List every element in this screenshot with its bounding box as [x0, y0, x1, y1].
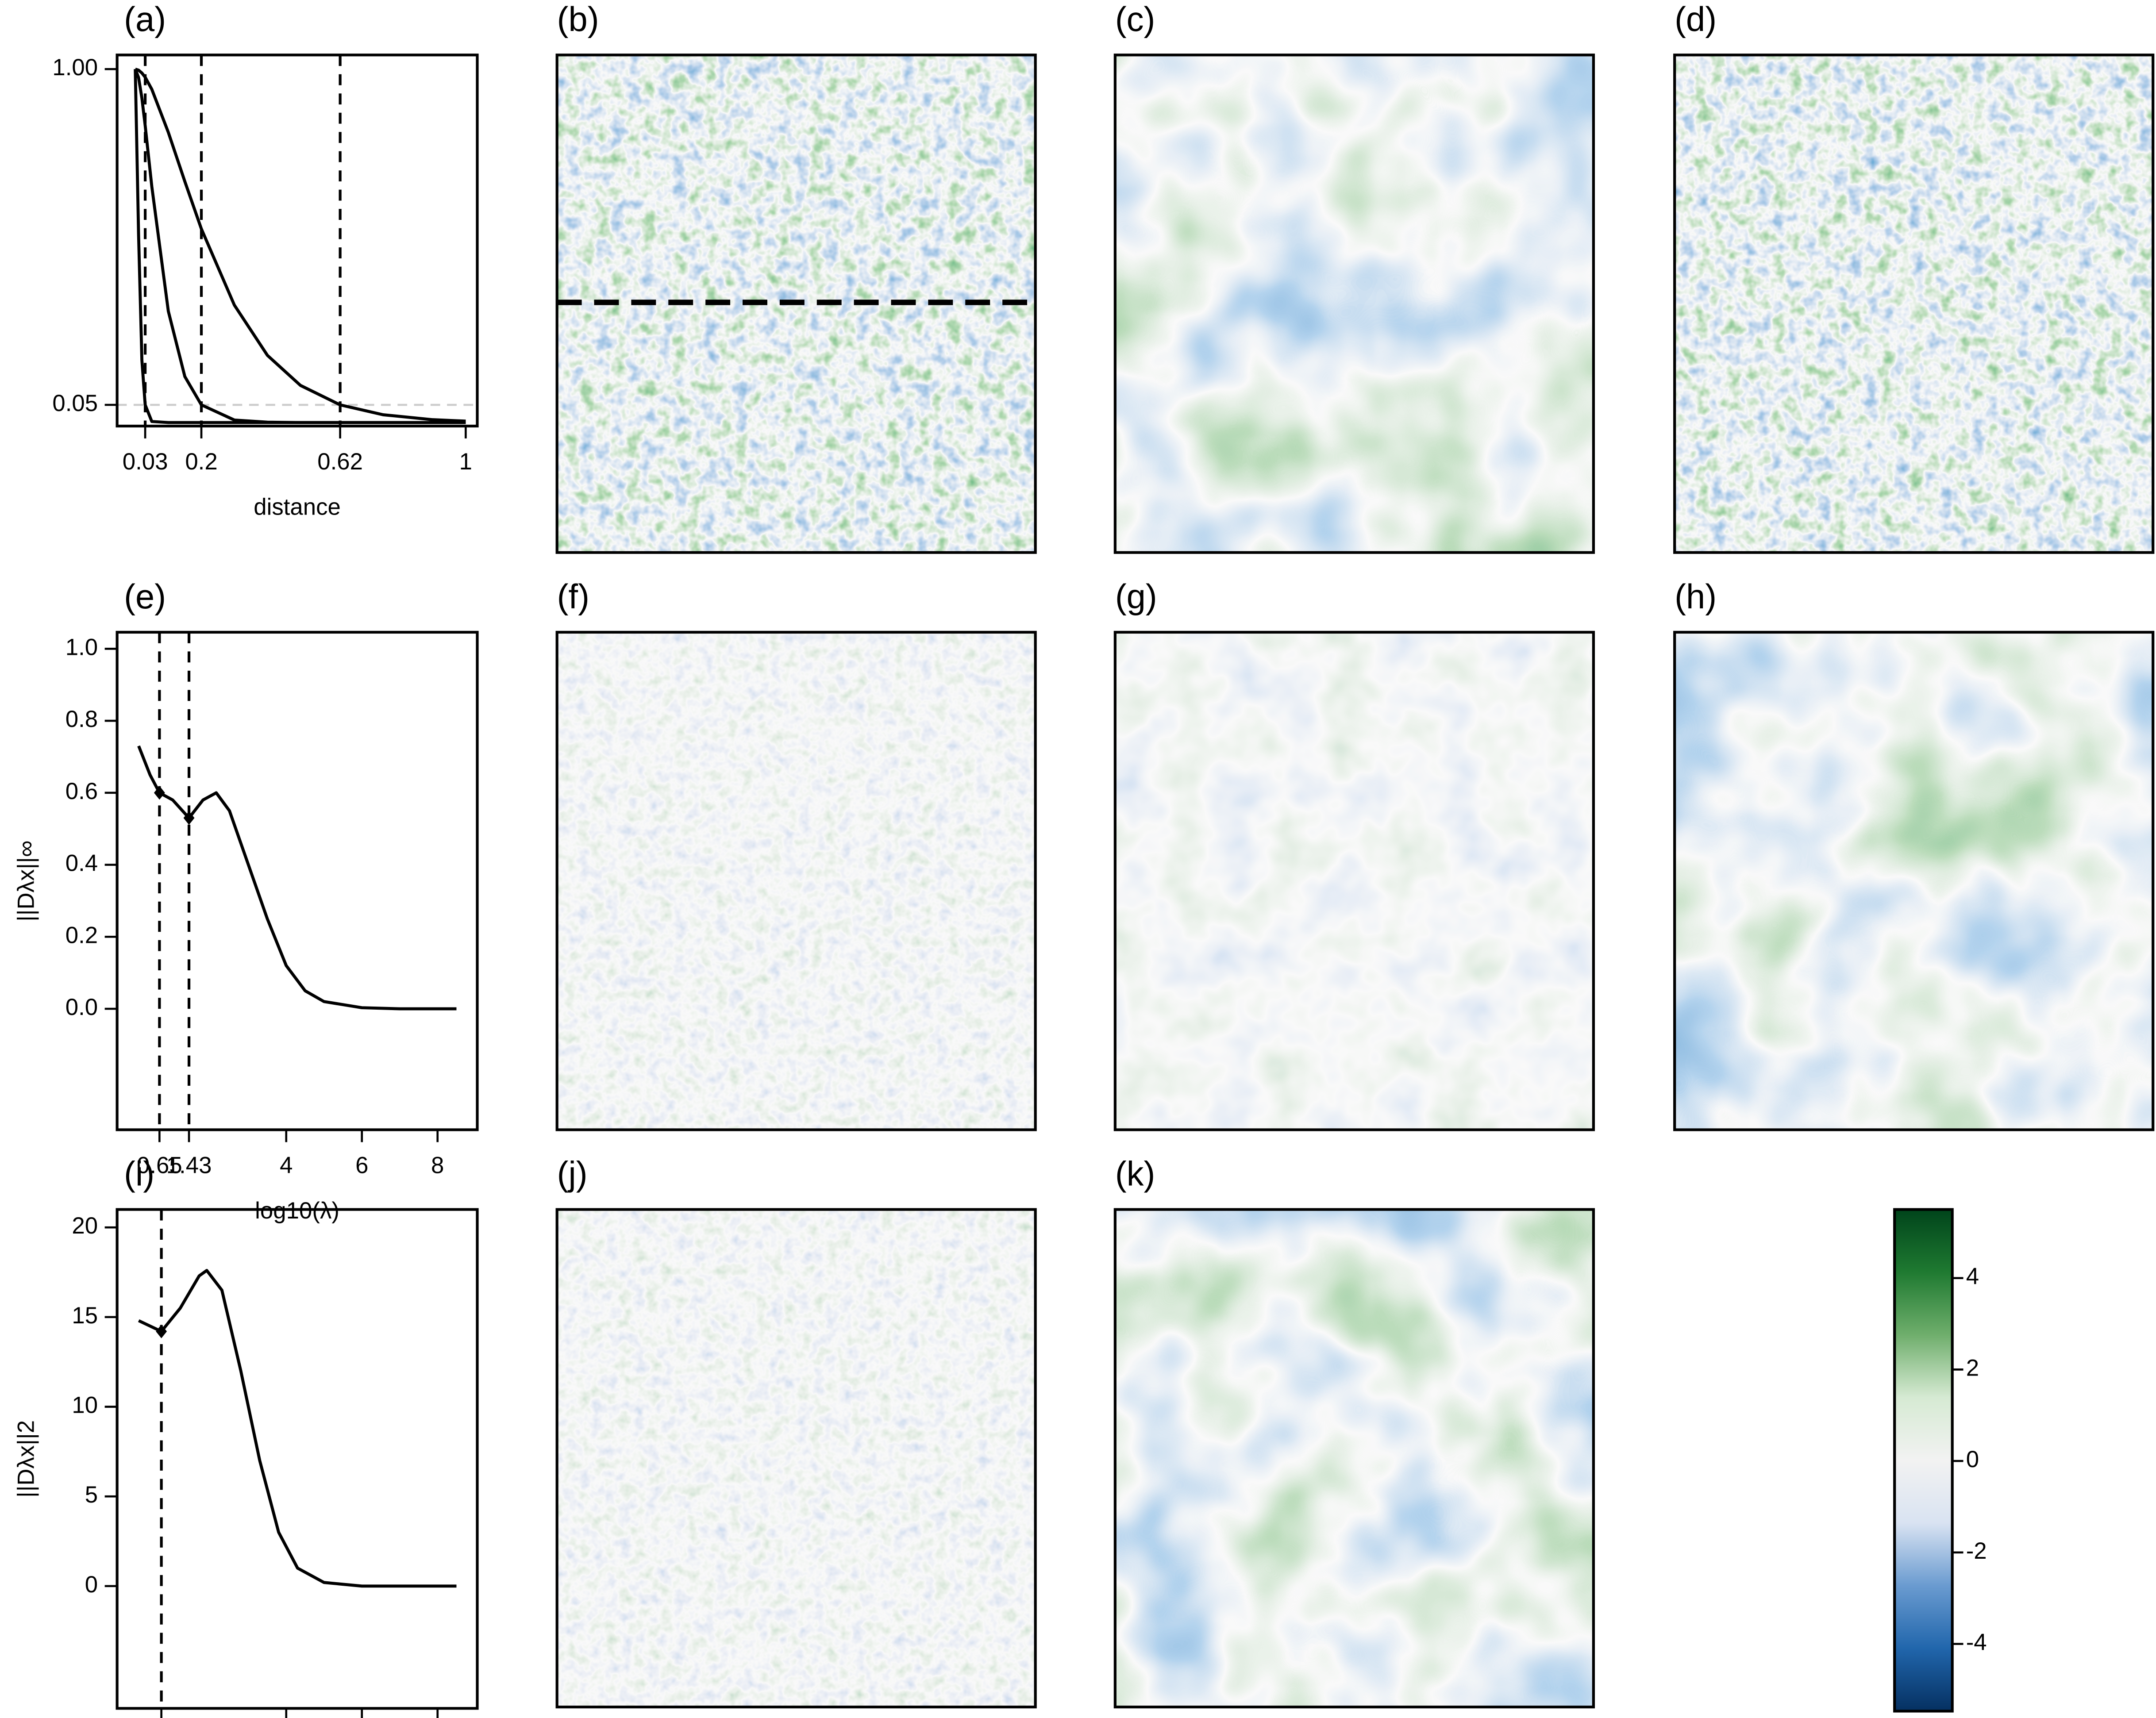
- heatmap-frame: [1113, 54, 1595, 554]
- heatmap-frame: [555, 1208, 1037, 1709]
- line-series: [137, 745, 457, 1011]
- x-tick-label: 0.65: [137, 1152, 182, 1178]
- heatmap: [1675, 55, 2153, 553]
- x-axis-label: distance: [254, 494, 341, 520]
- y-tick-label: 1.0: [65, 634, 98, 660]
- y-tick-label: 0.05: [52, 390, 98, 416]
- panel-label: (e): [124, 578, 166, 616]
- x-tick-label: 4: [280, 1152, 293, 1178]
- y-tick-label: 1.00: [52, 54, 98, 81]
- x-tick-label: 0.2: [185, 449, 217, 475]
- colorbar: [1893, 1208, 1954, 1713]
- panel-label: (c): [1115, 0, 1155, 38]
- heatmap: [1675, 632, 2153, 1130]
- x-tick-label: 1: [459, 449, 472, 475]
- heatmap: [557, 632, 1036, 1130]
- panel-label: (i): [124, 1155, 154, 1193]
- colorbar-tick-label: 4: [1966, 1264, 1979, 1290]
- plot-frame: [116, 630, 479, 1131]
- y-tick-label: 10: [72, 1392, 98, 1418]
- x-tick-label: 6: [355, 1152, 368, 1178]
- plot-frame: [116, 1208, 479, 1710]
- line-series: [134, 69, 466, 424]
- panel-label: (h): [1675, 578, 1717, 616]
- line-series: [138, 1269, 457, 1588]
- marker: [183, 811, 195, 825]
- heatmap-frame: [555, 630, 1037, 1131]
- heatmap: [1115, 55, 1594, 553]
- marker: [154, 786, 165, 800]
- x-tick-label: 8: [431, 1152, 444, 1178]
- heatmap: [1115, 632, 1594, 1130]
- y-tick-label: 5: [85, 1482, 98, 1508]
- heatmap-frame: [1113, 1208, 1595, 1709]
- panel-label: (f): [557, 578, 589, 616]
- plot-frame: [116, 54, 479, 428]
- colorbar-tick-label: -4: [1966, 1629, 1987, 1655]
- y-tick-label: 0.4: [65, 850, 98, 876]
- line-series: [134, 68, 466, 424]
- heatmap: [557, 1209, 1036, 1707]
- x-tick-label: 0.62: [317, 449, 363, 475]
- colorbar-tick-label: 0: [1966, 1446, 1979, 1472]
- x-tick-label: 1.43: [166, 1152, 212, 1178]
- y-tick-label: 0.2: [65, 922, 98, 948]
- heatmap: [1115, 1209, 1594, 1707]
- colorbar-tick-label: 2: [1966, 1355, 1979, 1381]
- heatmap-frame: [1113, 630, 1595, 1131]
- y-tick-label: 20: [72, 1213, 98, 1239]
- colorbar-tick-label: -2: [1966, 1538, 1987, 1564]
- y-axis-label: ||Dλx||∞: [13, 840, 39, 921]
- heatmap-frame: [1673, 630, 2155, 1131]
- panel-label: (k): [1115, 1155, 1155, 1193]
- heatmap-frame: [1673, 54, 2155, 554]
- heatmap-frame: [555, 54, 1037, 554]
- panel-label: (j): [557, 1155, 588, 1193]
- y-axis-label: ||Dλx||2: [13, 1420, 39, 1498]
- panel-label: (a): [124, 0, 166, 38]
- y-tick-label: 0.8: [65, 706, 98, 732]
- panel-label: (b): [557, 0, 599, 38]
- y-tick-label: 0.0: [65, 994, 98, 1020]
- panel-label: (d): [1675, 0, 1717, 38]
- panel-label: (g): [1115, 578, 1157, 616]
- y-tick-label: 15: [72, 1303, 98, 1329]
- x-tick-label: 0.03: [123, 449, 168, 475]
- y-tick-label: 0.6: [65, 778, 98, 804]
- line-series: [135, 67, 466, 423]
- y-tick-label: 0: [85, 1572, 98, 1598]
